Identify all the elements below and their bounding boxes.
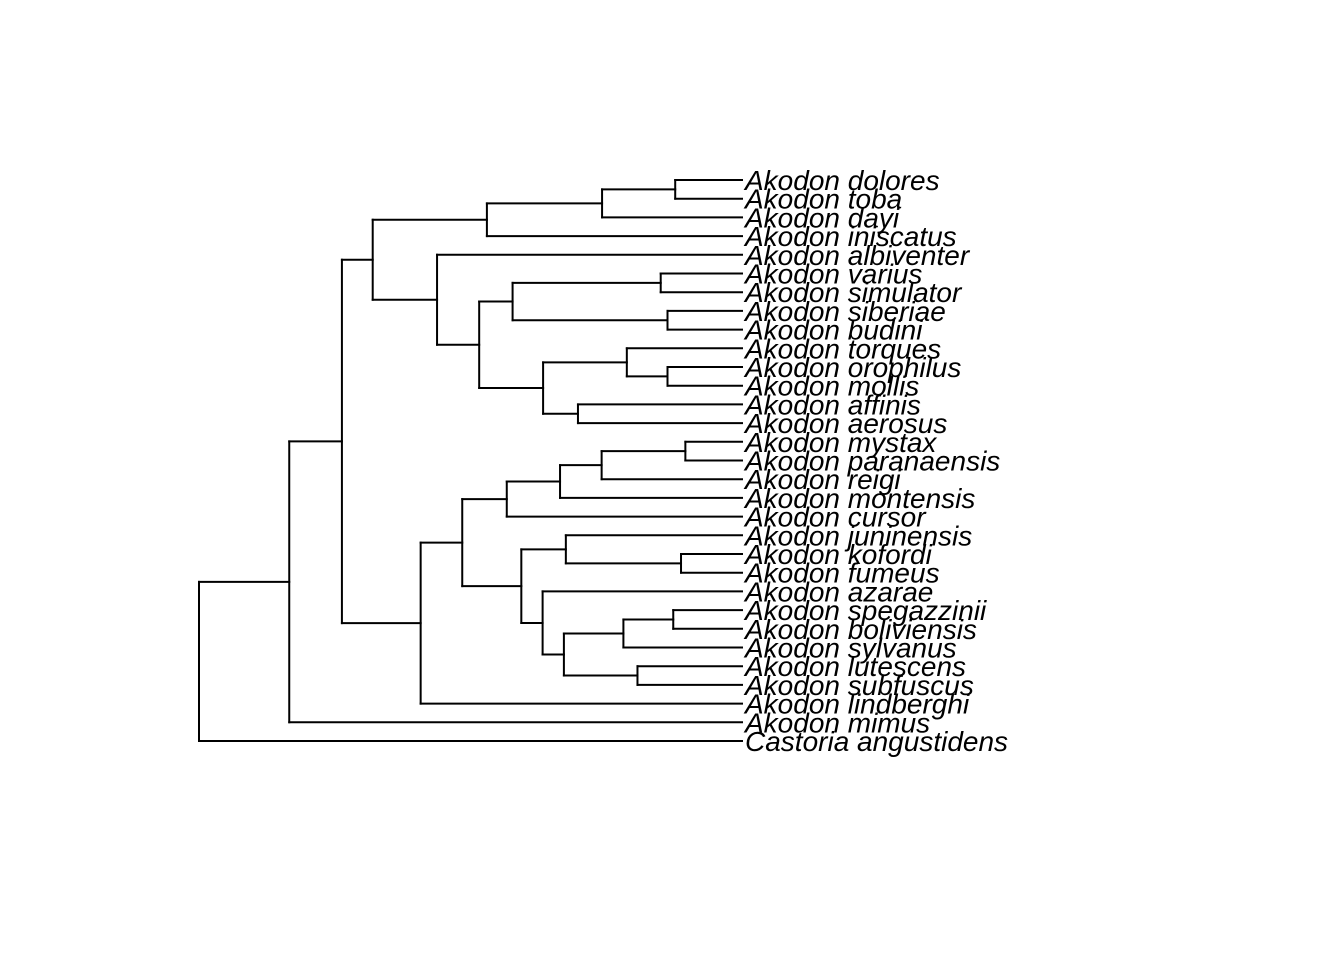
tip-label: Akodon budini	[743, 315, 923, 346]
tip-label: Akodon reigi	[743, 464, 901, 495]
tip-label: Akodon mollis	[743, 371, 919, 402]
tip-label: Castoria angustidens	[745, 726, 1008, 757]
tip-label: Akodon lindberghi	[743, 689, 970, 720]
tip-label: Akodon montensis	[743, 483, 975, 514]
tip-label: Akodon mimus	[743, 707, 930, 738]
tip-label: Akodon dolores	[743, 165, 940, 196]
tip-label: Akodon aerosus	[743, 408, 947, 439]
tip-label: Akodon iniscatus	[743, 221, 957, 252]
tip-label: Akodon cursor	[743, 502, 927, 533]
tip-label: Akodon sylvanus	[743, 633, 957, 664]
tree-branches	[198, 179, 743, 742]
tip-label: Akodon juninensis	[743, 520, 972, 551]
tip-label: Akodon azarae	[743, 576, 933, 607]
tip-label: Akodon orophilus	[743, 352, 961, 383]
tip-label: Akodon spegazzinii	[743, 595, 987, 626]
tip-label: Akodon fumeus	[743, 558, 940, 589]
tip-label: Akodon kofordi	[743, 539, 933, 570]
tip-label: Akodon simulator	[743, 277, 963, 308]
tip-label: Akodon toba	[743, 184, 902, 215]
tip-label: Akodon mystax	[743, 427, 937, 458]
tip-label: Akodon dayi	[743, 202, 900, 233]
tip-label: Akodon torques	[743, 333, 941, 364]
tip-label: Akodon lutescens	[743, 651, 966, 682]
tip-label: Akodon boliviensis	[743, 614, 977, 645]
tip-label: Akodon paranaensis	[743, 446, 1000, 477]
tip-label: Akodon affinis	[743, 389, 921, 420]
tip-label: Akodon siberiae	[743, 296, 946, 327]
tip-label: Akodon subfuscus	[743, 670, 974, 701]
tip-label: Akodon varius	[743, 259, 922, 290]
tip-label: Akodon albiventer	[743, 240, 971, 271]
